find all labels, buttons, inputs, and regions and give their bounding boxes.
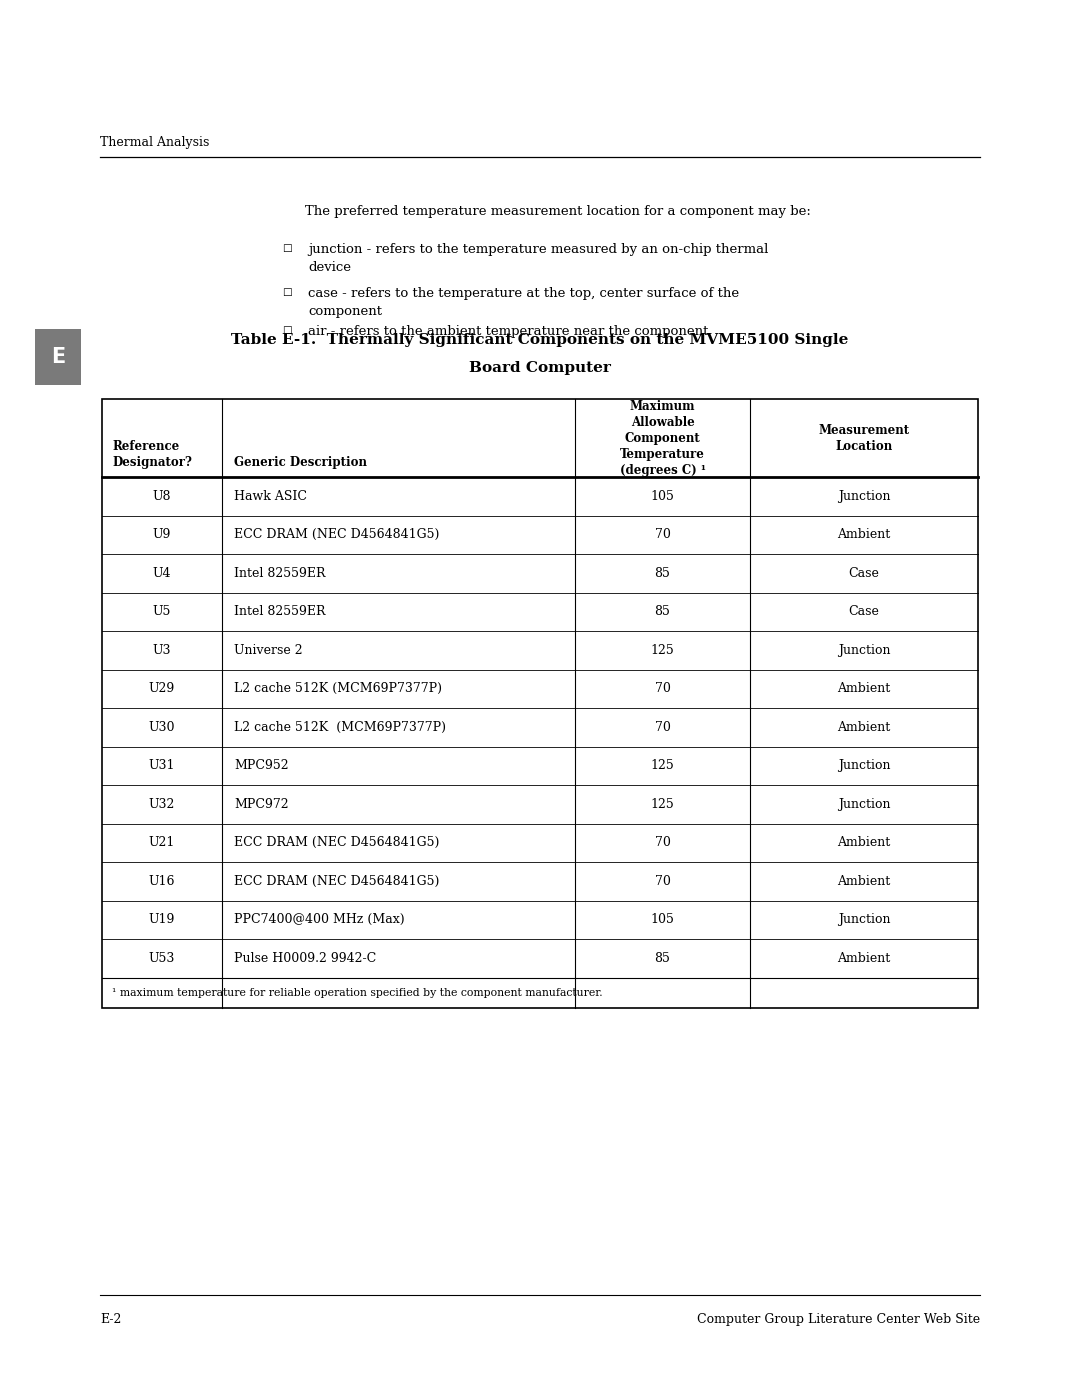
Text: Case: Case: [849, 605, 879, 619]
Text: 85: 85: [654, 605, 671, 619]
Text: Junction: Junction: [838, 644, 890, 657]
Text: □: □: [282, 326, 292, 335]
Text: L2 cache 512K  (MCM69P7377P): L2 cache 512K (MCM69P7377P): [234, 721, 446, 733]
Text: case - refers to the temperature at the top, center surface of the
component: case - refers to the temperature at the …: [308, 286, 739, 317]
Text: U16: U16: [149, 875, 175, 887]
Text: U9: U9: [152, 528, 172, 541]
Text: Maximum
Allowable
Component
Temperature
(degrees C) ¹: Maximum Allowable Component Temperature …: [620, 400, 705, 476]
Text: Ambient: Ambient: [837, 721, 891, 733]
Text: 70: 70: [654, 721, 671, 733]
Text: Board Computer: Board Computer: [469, 360, 611, 374]
Text: Intel 82559ER: Intel 82559ER: [234, 567, 325, 580]
Text: air - refers to the ambient temperature near the component: air - refers to the ambient temperature …: [308, 326, 708, 338]
Text: 70: 70: [654, 682, 671, 696]
Text: 70: 70: [654, 875, 671, 887]
Text: Table E-1.  Thermally Significant Components on the MVME5100 Single: Table E-1. Thermally Significant Compone…: [231, 332, 849, 346]
Text: U29: U29: [149, 682, 175, 696]
Text: U5: U5: [152, 605, 172, 619]
Text: U53: U53: [149, 951, 175, 965]
Text: Hawk ASIC: Hawk ASIC: [234, 490, 307, 503]
Text: ECC DRAM (NEC D4564841G5): ECC DRAM (NEC D4564841G5): [234, 875, 440, 887]
Text: Junction: Junction: [838, 798, 890, 810]
Text: 85: 85: [654, 567, 671, 580]
Text: MPC952: MPC952: [234, 759, 288, 773]
Text: Junction: Junction: [838, 759, 890, 773]
Text: Measurement
Location: Measurement Location: [819, 423, 909, 453]
Text: 125: 125: [650, 798, 674, 810]
Text: 85: 85: [654, 951, 671, 965]
Text: MPC972: MPC972: [234, 798, 288, 810]
Text: Case: Case: [849, 567, 879, 580]
Text: 105: 105: [650, 490, 674, 503]
Text: PPC7400@400 MHz (Max): PPC7400@400 MHz (Max): [234, 914, 405, 926]
Text: U4: U4: [152, 567, 172, 580]
Bar: [35, 330, 81, 386]
Text: Universe 2: Universe 2: [234, 644, 302, 657]
Text: □: □: [282, 244, 292, 253]
Text: L2 cache 512K (MCM69P7377P): L2 cache 512K (MCM69P7377P): [234, 682, 442, 696]
Text: Generic Description: Generic Description: [234, 455, 367, 469]
Text: Ambient: Ambient: [837, 951, 891, 965]
Text: ¹ maximum temperature for reliable operation specified by the component manufact: ¹ maximum temperature for reliable opera…: [112, 988, 603, 997]
Text: Ambient: Ambient: [837, 837, 891, 849]
Text: E-2: E-2: [100, 1313, 121, 1326]
Text: 105: 105: [650, 914, 674, 926]
Text: Reference
Designator?: Reference Designator?: [112, 440, 192, 469]
Text: Intel 82559ER: Intel 82559ER: [234, 605, 325, 619]
Text: U3: U3: [152, 644, 172, 657]
Text: Ambient: Ambient: [837, 875, 891, 887]
Text: 125: 125: [650, 644, 674, 657]
Text: U32: U32: [149, 798, 175, 810]
Text: Junction: Junction: [838, 914, 890, 926]
Text: junction - refers to the temperature measured by an on-chip thermal
device: junction - refers to the temperature mea…: [308, 243, 768, 274]
Text: 70: 70: [654, 528, 671, 541]
Text: 70: 70: [654, 837, 671, 849]
Bar: [102, 400, 978, 1007]
Text: Ambient: Ambient: [837, 528, 891, 541]
Text: The preferred temperature measurement location for a component may be:: The preferred temperature measurement lo…: [305, 205, 811, 218]
Text: U31: U31: [149, 759, 175, 773]
Text: ECC DRAM (NEC D4564841G5): ECC DRAM (NEC D4564841G5): [234, 528, 440, 541]
Text: Thermal Analysis: Thermal Analysis: [100, 136, 210, 149]
Text: Computer Group Literature Center Web Site: Computer Group Literature Center Web Sit…: [697, 1313, 980, 1326]
Text: U8: U8: [152, 490, 172, 503]
Text: Pulse H0009.2 9942-C: Pulse H0009.2 9942-C: [234, 951, 376, 965]
Text: □: □: [282, 288, 292, 298]
Text: ECC DRAM (NEC D4564841G5): ECC DRAM (NEC D4564841G5): [234, 837, 440, 849]
Text: U21: U21: [149, 837, 175, 849]
Text: U30: U30: [149, 721, 175, 733]
Text: Ambient: Ambient: [837, 682, 891, 696]
Text: 125: 125: [650, 759, 674, 773]
Text: U19: U19: [149, 914, 175, 926]
Text: Junction: Junction: [838, 490, 890, 503]
Text: E: E: [51, 346, 65, 367]
